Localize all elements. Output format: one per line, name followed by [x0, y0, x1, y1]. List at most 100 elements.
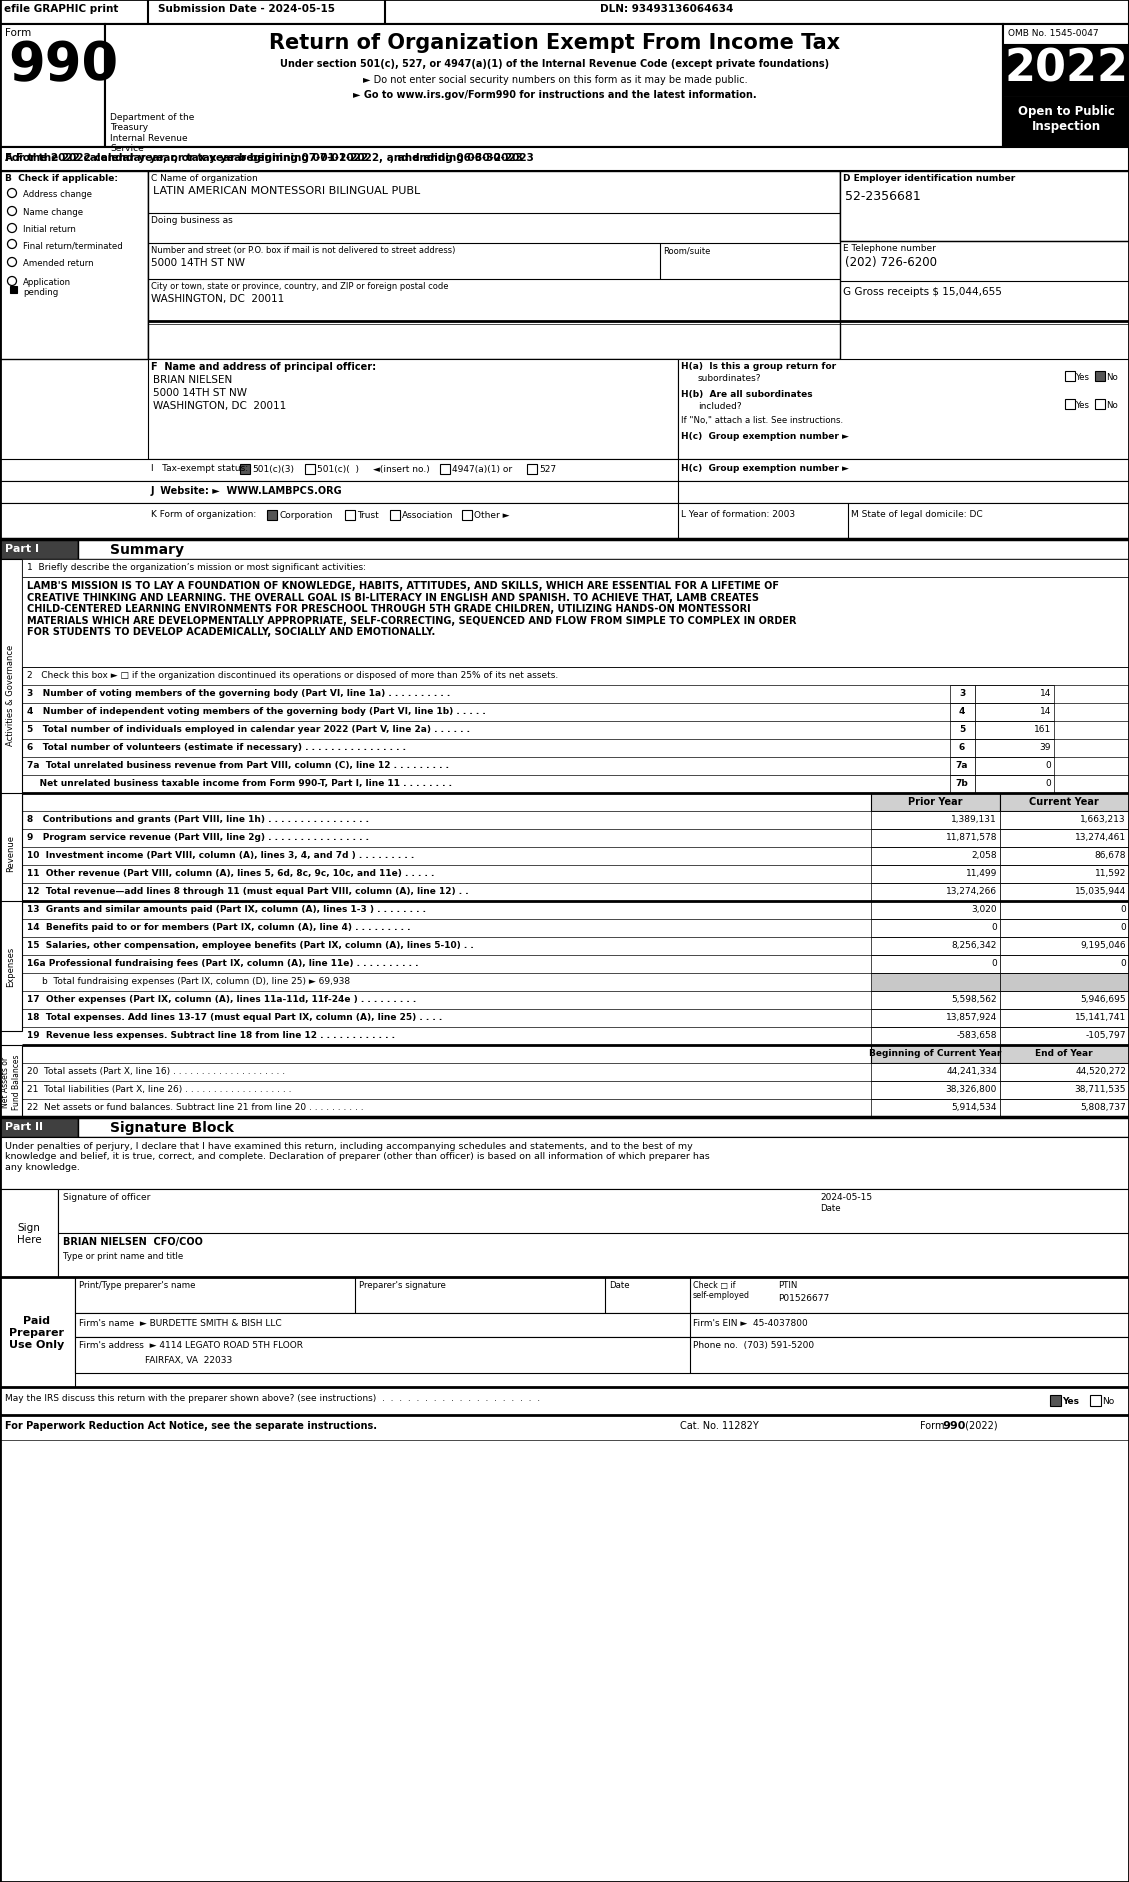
Bar: [0, 0, 1129, 24]
Bar: [975, 685, 1054, 704]
Bar: [266, 510, 277, 521]
Bar: [0, 540, 78, 559]
Bar: [949, 685, 975, 704]
Text: P01526677: P01526677: [778, 1293, 829, 1302]
Text: Revenue: Revenue: [7, 836, 16, 871]
Bar: [1000, 830, 1129, 847]
Bar: [870, 1028, 1000, 1045]
Text: Prior Year: Prior Year: [908, 796, 962, 807]
Text: Type or print name and title: Type or print name and title: [63, 1252, 183, 1261]
Bar: [148, 359, 679, 459]
Text: If "No," attach a list. See instructions.: If "No," attach a list. See instructions…: [681, 416, 843, 425]
Bar: [975, 758, 1054, 775]
Bar: [1000, 866, 1129, 883]
Bar: [1000, 1099, 1129, 1118]
Bar: [1000, 1028, 1129, 1045]
Bar: [527, 465, 537, 474]
Bar: [870, 1099, 1000, 1118]
Text: 19  Revenue less expenses. Subtract line 18 from line 12 . . . . . . . . . . . .: 19 Revenue less expenses. Subtract line …: [27, 1031, 395, 1039]
Bar: [870, 992, 1000, 1009]
Text: Cat. No. 11282Y: Cat. No. 11282Y: [680, 1421, 759, 1430]
Text: Address change: Address change: [23, 190, 91, 199]
Text: City or town, state or province, country, and ZIP or foreign postal code: City or town, state or province, country…: [151, 282, 448, 292]
Bar: [870, 811, 1000, 830]
Bar: [1050, 1395, 1061, 1406]
Bar: [305, 465, 315, 474]
Bar: [0, 559, 21, 830]
Text: 12  Total revenue—add lines 8 through 11 (must equal Part VIII, column (A), line: 12 Total revenue—add lines 8 through 11 …: [27, 886, 469, 896]
Bar: [0, 482, 1129, 504]
Text: For the 2022 calendar year, or tax year beginning 07-01-2022   , and ending 06-3: For the 2022 calendar year, or tax year …: [5, 152, 523, 164]
Text: 7a: 7a: [956, 760, 969, 770]
Bar: [75, 1314, 1129, 1338]
Bar: [975, 775, 1054, 794]
Text: included?: included?: [698, 401, 742, 410]
Bar: [1000, 973, 1129, 992]
Bar: [870, 973, 1000, 992]
Text: Firm's address  ► 4114 LEGATO ROAD 5TH FLOOR: Firm's address ► 4114 LEGATO ROAD 5TH FL…: [79, 1340, 303, 1349]
Text: Return of Organization Exempt From Income Tax: Return of Organization Exempt From Incom…: [270, 34, 841, 53]
Bar: [1065, 373, 1075, 382]
Text: (202) 726-6200: (202) 726-6200: [844, 256, 937, 269]
Bar: [949, 758, 975, 775]
Text: 2,058: 2,058: [971, 851, 997, 860]
Text: -105,797: -105,797: [1085, 1031, 1126, 1039]
Text: Under section 501(c), 527, or 4947(a)(1) of the Internal Revenue Code (except pr: Under section 501(c), 527, or 4947(a)(1)…: [280, 58, 830, 70]
Text: I   Tax-exempt status:: I Tax-exempt status:: [151, 463, 248, 472]
Text: (2022): (2022): [962, 1421, 998, 1430]
Text: 0: 0: [991, 922, 997, 932]
Text: For the 2022 calendar year, or tax year beginning 07-01-2022   , and ending 06-3: For the 2022 calendar year, or tax year …: [16, 152, 534, 164]
Text: LAMB'S MISSION IS TO LAY A FOUNDATION OF KNOWLEDGE, HABITS, ATTITUDES, AND SKILL: LAMB'S MISSION IS TO LAY A FOUNDATION OF…: [27, 582, 796, 638]
Text: Yes: Yes: [1076, 373, 1089, 382]
Bar: [1000, 811, 1129, 830]
Bar: [1095, 399, 1105, 410]
Text: 15,141,741: 15,141,741: [1075, 1013, 1126, 1022]
Text: Net Assets or
Fund Balances: Net Assets or Fund Balances: [1, 1054, 20, 1108]
Bar: [870, 883, 1000, 901]
Bar: [679, 359, 1129, 459]
Text: End of Year: End of Year: [1035, 1048, 1093, 1058]
Text: 16a Professional fundraising fees (Part IX, column (A), line 11e) . . . . . . . : 16a Professional fundraising fees (Part …: [27, 958, 419, 967]
Text: D Employer identification number: D Employer identification number: [843, 173, 1015, 183]
Bar: [840, 171, 1129, 243]
Text: No: No: [1106, 401, 1118, 410]
Bar: [870, 901, 1000, 920]
Text: DLN: 93493136064634: DLN: 93493136064634: [599, 4, 734, 13]
Bar: [0, 1415, 1129, 1440]
Text: H(c)  Group exemption number ►: H(c) Group exemption number ►: [681, 431, 849, 440]
Bar: [10, 286, 17, 294]
Text: 9,195,046: 9,195,046: [1080, 941, 1126, 950]
Bar: [870, 1082, 1000, 1099]
Text: 527: 527: [539, 465, 557, 474]
Bar: [1000, 956, 1129, 973]
Text: 5   Total number of individuals employed in calendar year 2022 (Part V, line 2a): 5 Total number of individuals employed i…: [27, 725, 470, 734]
Bar: [975, 704, 1054, 721]
Bar: [0, 1278, 75, 1387]
Text: 14  Benefits paid to or for members (Part IX, column (A), line 4) . . . . . . . : 14 Benefits paid to or for members (Part…: [27, 922, 411, 932]
Bar: [1000, 1063, 1129, 1082]
Bar: [870, 937, 1000, 956]
Text: BRIAN NIELSEN: BRIAN NIELSEN: [154, 375, 233, 384]
Text: 1,389,131: 1,389,131: [952, 815, 997, 824]
Text: G Gross receipts $ 15,044,655: G Gross receipts $ 15,044,655: [843, 286, 1001, 297]
Text: E Telephone number: E Telephone number: [843, 245, 936, 252]
Text: Paid
Preparer
Use Only: Paid Preparer Use Only: [9, 1316, 64, 1349]
Text: 2   Check this box ► □ if the organization discontinued its operations or dispos: 2 Check this box ► □ if the organization…: [27, 670, 558, 679]
Bar: [1065, 399, 1075, 410]
Text: ► Go to www.irs.gov/Form990 for instructions and the latest information.: ► Go to www.irs.gov/Form990 for instruct…: [353, 90, 756, 100]
Text: 2024-05-15: 2024-05-15: [820, 1193, 872, 1201]
Text: Signature Block: Signature Block: [110, 1120, 234, 1135]
Text: Amended return: Amended return: [23, 260, 94, 267]
Bar: [1000, 1082, 1129, 1099]
Text: 4   Number of independent voting members of the governing body (Part VI, line 1b: 4 Number of independent voting members o…: [27, 706, 485, 715]
Text: 38,711,535: 38,711,535: [1075, 1084, 1126, 1093]
Text: 5: 5: [959, 725, 965, 734]
Text: L Year of formation: 2003: L Year of formation: 2003: [681, 510, 795, 519]
Text: 7b: 7b: [955, 779, 969, 787]
Bar: [1003, 24, 1129, 149]
Text: Doing business as: Doing business as: [151, 216, 233, 224]
Text: 11  Other revenue (Part VIII, column (A), lines 5, 6d, 8c, 9c, 10c, and 11e) . .: 11 Other revenue (Part VIII, column (A),…: [27, 868, 435, 877]
Text: Firm's EIN ►  45-4037800: Firm's EIN ► 45-4037800: [693, 1317, 807, 1327]
Bar: [0, 24, 105, 149]
Text: B  Check if applicable:: B Check if applicable:: [5, 173, 119, 183]
